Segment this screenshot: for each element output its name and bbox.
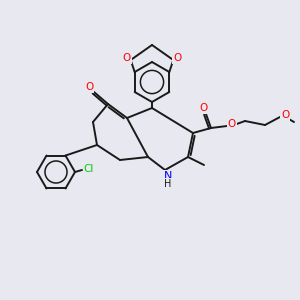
Text: O: O (85, 82, 93, 92)
Text: N: N (164, 171, 172, 181)
Text: O: O (199, 103, 207, 113)
Text: O: O (123, 53, 131, 63)
Text: O: O (173, 53, 182, 63)
Text: O: O (281, 110, 289, 120)
Text: H: H (164, 179, 172, 189)
Text: O: O (228, 119, 236, 129)
Text: Cl: Cl (84, 164, 94, 174)
